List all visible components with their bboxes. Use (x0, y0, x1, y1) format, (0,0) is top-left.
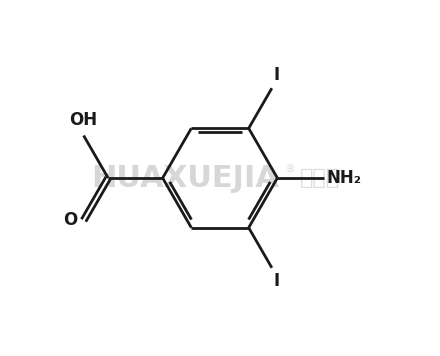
Text: O: O (63, 211, 77, 230)
Text: 化学家: 化学家 (300, 168, 340, 188)
Text: ®: ® (284, 164, 295, 174)
Text: NH₂: NH₂ (326, 169, 362, 187)
Text: I: I (274, 272, 280, 290)
Text: HUAXUEJIA: HUAXUEJIA (92, 163, 279, 193)
Text: OH: OH (70, 111, 98, 129)
Text: I: I (274, 66, 280, 84)
